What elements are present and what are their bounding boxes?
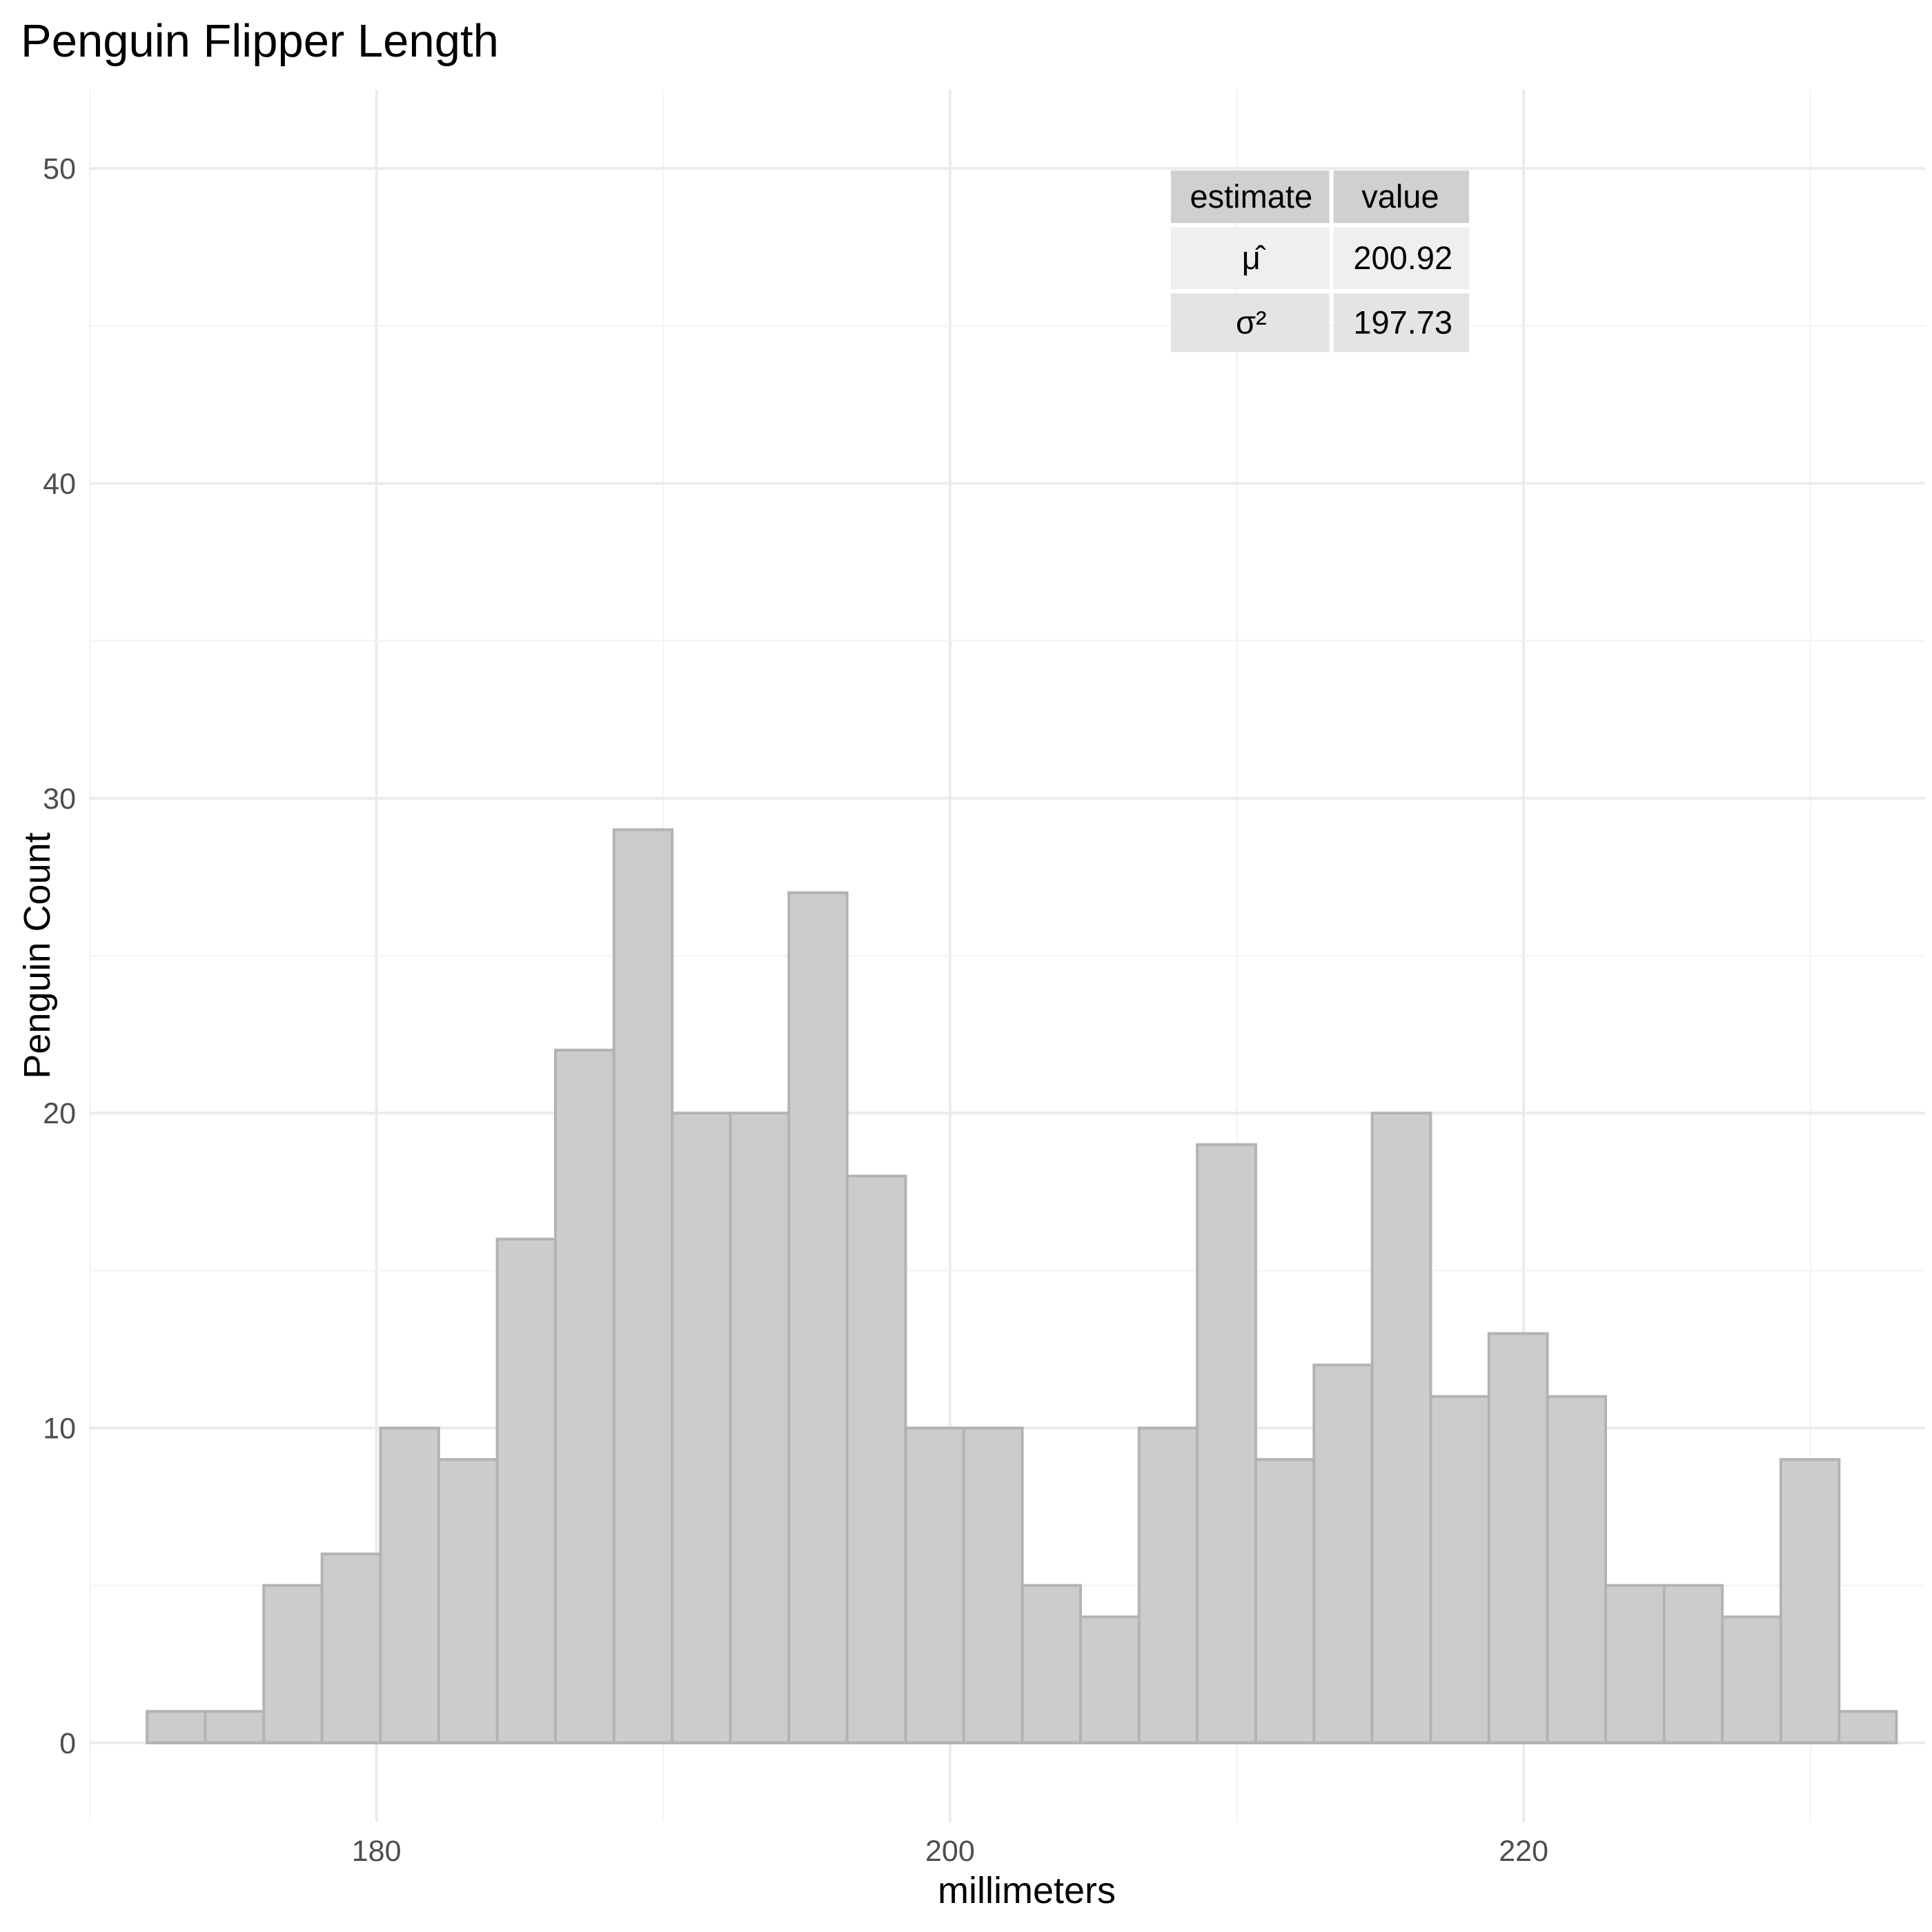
y-axis-tick-labels: 0 10 20 30 40 50 (43, 152, 76, 1760)
table-cell-bg (1170, 227, 1330, 290)
x-tick-label: 180 (352, 1835, 402, 1868)
histogram-bar (1021, 1584, 1082, 1744)
histogram-bar (904, 1426, 965, 1744)
histogram-bar (845, 1174, 907, 1744)
table-value: 197.73 (1353, 304, 1452, 341)
histogram-bar (612, 828, 674, 1744)
histogram-bar (1196, 1143, 1257, 1744)
histogram-bar (1662, 1584, 1724, 1744)
histogram-bar (1721, 1615, 1782, 1744)
x-axis-title: millimeters (938, 1870, 1116, 1911)
y-axis-title: Penguin Count (17, 832, 58, 1078)
histogram-bars (146, 828, 1898, 1744)
table-cell-bg (1333, 170, 1470, 224)
histogram-bar (379, 1426, 440, 1744)
histogram-bar (1254, 1458, 1316, 1744)
histogram-bar (1546, 1394, 1607, 1744)
y-tick-label: 50 (43, 152, 76, 186)
table-value: 200.92 (1353, 239, 1452, 276)
table-cell-bg (1333, 227, 1470, 290)
y-tick-label: 40 (43, 467, 76, 500)
x-tick-label: 200 (925, 1835, 975, 1868)
histogram-bar (1779, 1458, 1841, 1744)
histogram-bar (1312, 1363, 1374, 1744)
histogram-bar (1078, 1615, 1141, 1744)
y-tick-label: 20 (43, 1097, 76, 1130)
histogram-bar (787, 891, 849, 1744)
histogram-bar (1837, 1710, 1898, 1744)
histogram-bar (437, 1458, 499, 1744)
chart-title: Penguin Flipper Length (21, 15, 499, 67)
x-tick-label: 220 (1499, 1835, 1548, 1868)
histogram-bar (1137, 1426, 1199, 1744)
histogram-bar (1487, 1332, 1549, 1744)
histogram-bar (962, 1426, 1024, 1744)
x-axis-tick-labels: 180 200 220 (352, 1835, 1548, 1868)
grid-lines (89, 90, 1925, 1822)
histogram-bar (1429, 1394, 1490, 1744)
table-cell-bg (1170, 170, 1330, 224)
y-tick-label: 30 (43, 782, 76, 816)
histogram-bar (729, 1112, 791, 1744)
table-header-value: value (1361, 178, 1439, 215)
table-estimate-symbol: σ² (1236, 304, 1267, 341)
histogram-bar (553, 1048, 615, 1744)
y-tick-label: 0 (59, 1727, 76, 1760)
table-cell-bg (1333, 293, 1470, 353)
histogram-bar (320, 1552, 382, 1744)
table-cell-bg (1170, 293, 1330, 353)
histogram-bar (1604, 1584, 1666, 1744)
histogram-bar (262, 1584, 324, 1744)
histogram-bar (146, 1710, 207, 1744)
histogram-bar (1370, 1112, 1432, 1744)
y-tick-label: 10 (43, 1412, 76, 1446)
table-header-estimate: estimate (1190, 178, 1312, 215)
histogram-bar (671, 1112, 732, 1744)
histogram-bar (204, 1710, 266, 1744)
histogram-bar (495, 1237, 557, 1744)
